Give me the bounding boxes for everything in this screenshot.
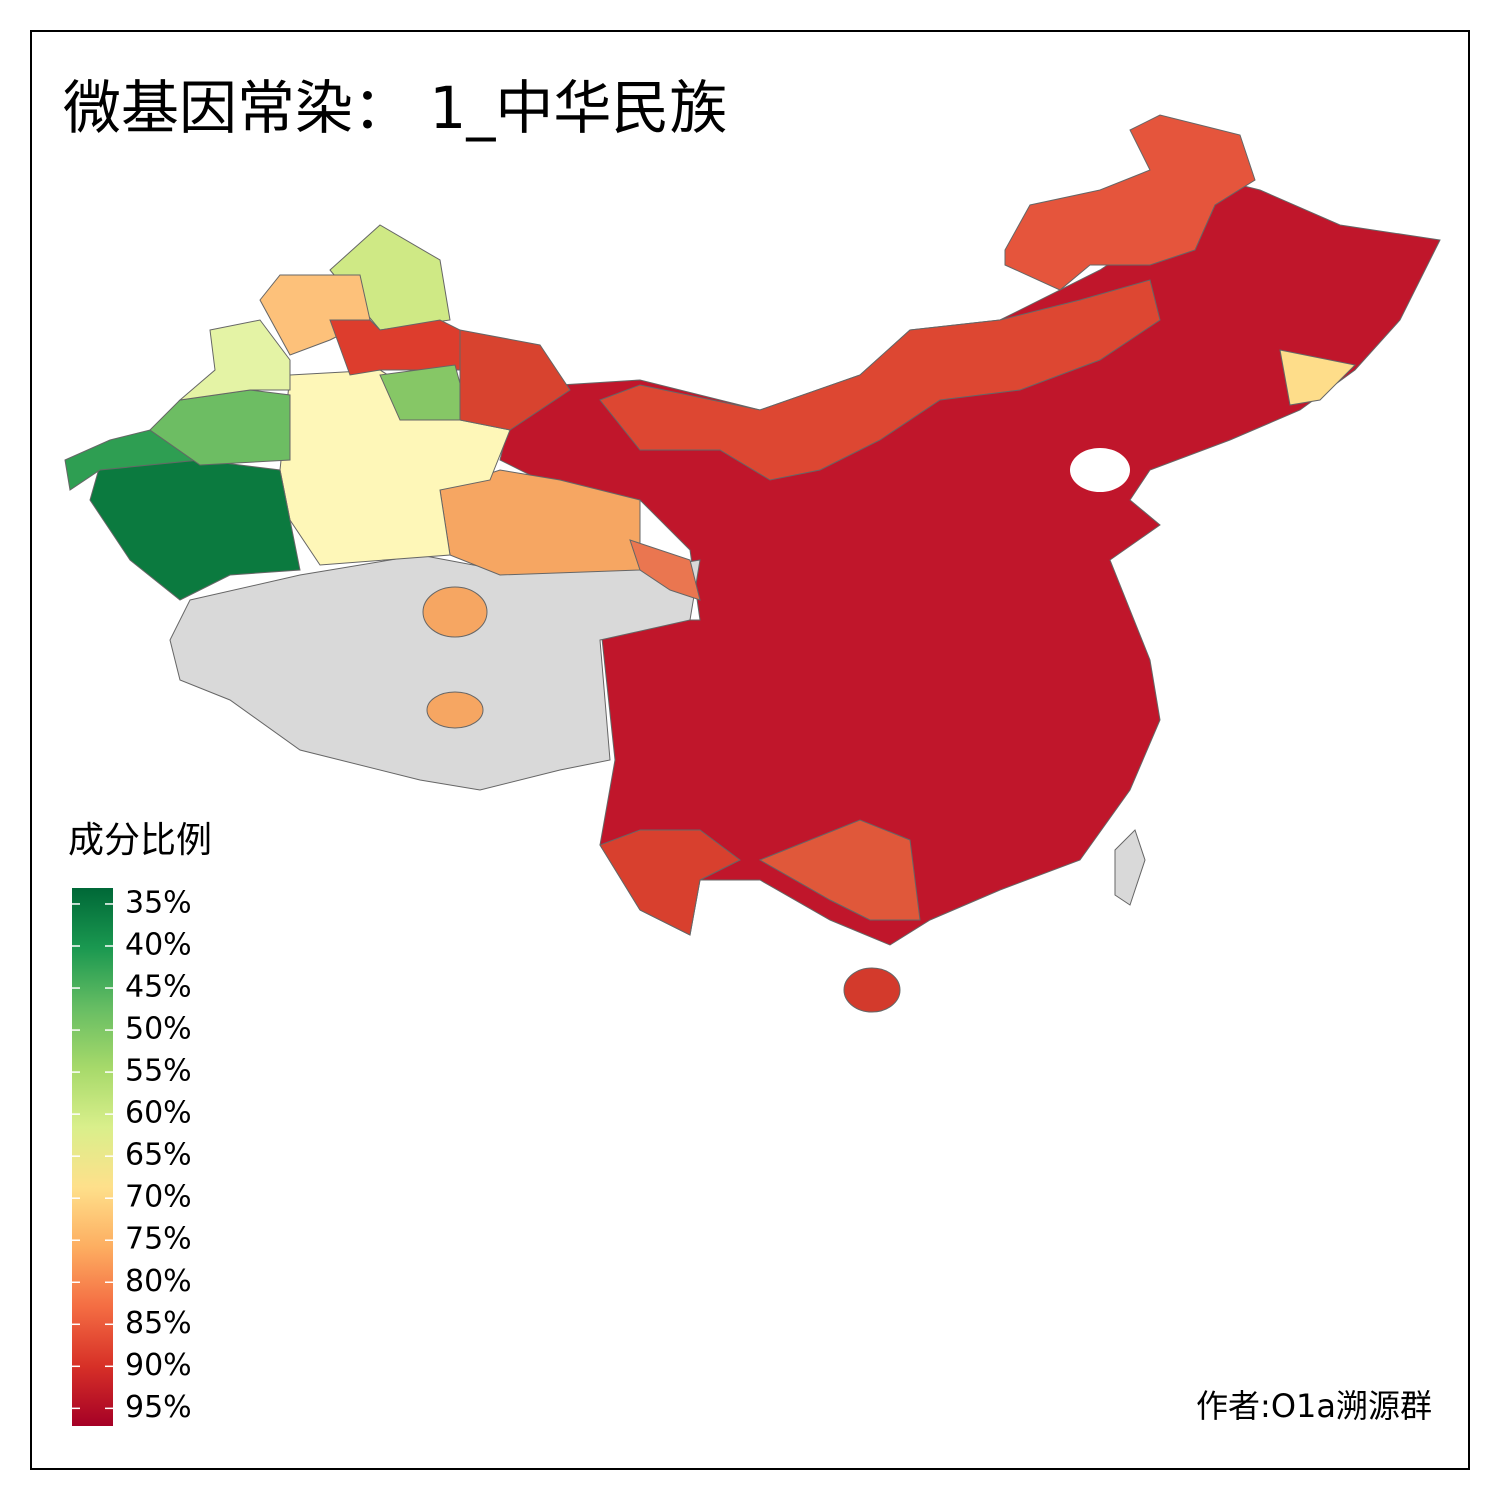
region (1279, 349, 1357, 406)
region (422, 586, 488, 638)
region (599, 829, 741, 936)
legend-label: 55% (125, 1054, 192, 1089)
region (439, 469, 641, 576)
sea (1070, 448, 1130, 492)
title: 微基因常染： 1_中华民族 (63, 74, 727, 142)
legend-label: 95% (125, 1390, 192, 1425)
legend-label: 65% (125, 1138, 192, 1173)
legend-label: 70% (125, 1180, 192, 1215)
region (1114, 829, 1146, 906)
region (629, 539, 701, 601)
region (178, 319, 291, 401)
legend-label: 45% (125, 970, 192, 1005)
region (169, 554, 701, 791)
colorbar (72, 888, 113, 1426)
legend-label: 80% (125, 1264, 192, 1299)
legend-label: 50% (125, 1012, 192, 1047)
legend-label: 75% (125, 1222, 192, 1257)
region (758, 819, 921, 921)
region (89, 459, 301, 601)
legend-title: 成分比例 (68, 820, 212, 861)
region (1004, 114, 1256, 291)
legend-label: 90% (125, 1348, 192, 1383)
region (459, 329, 571, 431)
region (599, 279, 1161, 481)
legend-label: 35% (125, 885, 192, 920)
legend-label: 60% (125, 1096, 192, 1131)
map (64, 114, 1441, 1013)
legend-label: 40% (125, 928, 192, 963)
legend-label: 85% (125, 1306, 192, 1341)
region (426, 691, 484, 729)
region (843, 967, 901, 1013)
credit: 作者:O1a溯源群 (1196, 1387, 1432, 1425)
